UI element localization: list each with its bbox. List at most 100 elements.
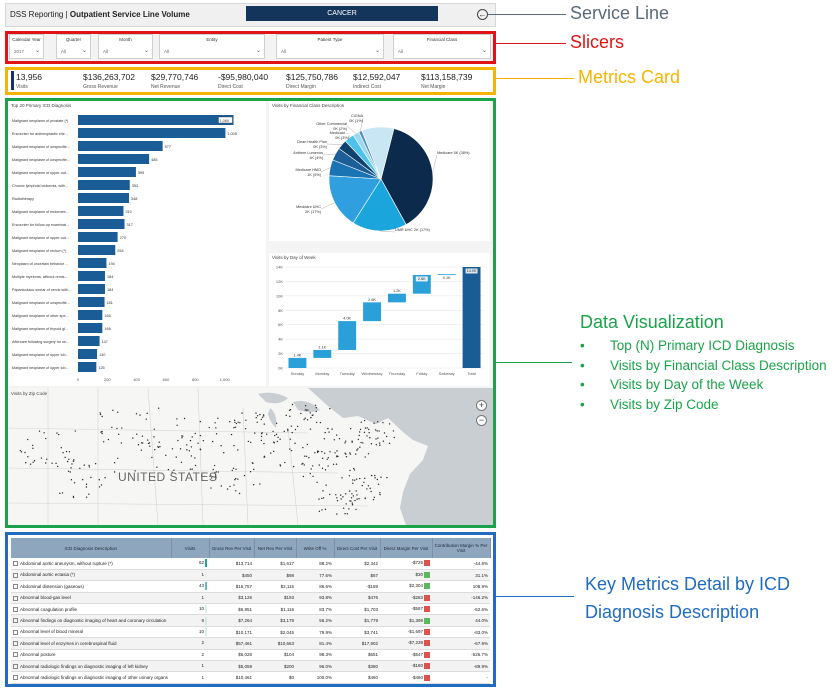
table-row[interactable]: Abdominal aortic ectasia (*) 1 $450 $98 77.6… <box>11 569 490 582</box>
slicer-patient-type[interactable]: Patient Type All ⌄ <box>276 34 384 59</box>
slicer-quarter[interactable]: Quarter All ⌄ <box>56 34 91 59</box>
icd-bar[interactable] <box>78 154 150 164</box>
expand-icon[interactable] <box>13 652 18 658</box>
zip-visit-dot <box>335 463 338 465</box>
icd-bar[interactable] <box>78 167 136 177</box>
service-line-selector[interactable]: CANCER <box>246 6 438 21</box>
zip-code-map[interactable]: Visits by Zip Code UNITED STATES + − <box>8 388 493 525</box>
col-header-write-off[interactable]: Write Off % <box>296 538 335 558</box>
col-header-visits[interactable]: Visits <box>171 538 210 558</box>
zip-visit-dot <box>217 417 219 420</box>
icd-category-label: Malignant neoplasm of other spe... <box>12 314 69 318</box>
zip-visit-dot <box>291 431 293 434</box>
icd-bar[interactable] <box>78 180 130 190</box>
icd-bar[interactable] <box>78 128 226 138</box>
zip-visit-dot <box>356 498 358 500</box>
col-header-gross-rev[interactable]: Gross Rev Per Visit <box>209 538 255 558</box>
table-row[interactable]: Abnormal posture 2 $6,028 $104 98.3% $651 -$54… <box>11 649 490 662</box>
zip-visit-dot <box>237 478 239 480</box>
dow-bar[interactable] <box>387 293 406 303</box>
zip-visit-dot <box>279 464 281 466</box>
pie-slice[interactable] <box>328 175 382 224</box>
dow-y-tick: 12K <box>276 279 283 284</box>
dow-bar[interactable] <box>437 274 456 276</box>
icd-bar[interactable] <box>78 115 234 125</box>
table-row[interactable]: Abnormal radiologic findings on diagnost… <box>11 660 490 673</box>
slicer-month[interactable]: Month All ⌄ <box>98 34 153 59</box>
pie-slice[interactable] <box>380 128 434 225</box>
col-header-icd[interactable]: ICD Diagnosis Description <box>11 538 172 558</box>
expand-icon[interactable] <box>13 561 18 567</box>
icd-bar[interactable] <box>78 349 98 359</box>
expand-icon[interactable] <box>13 629 18 635</box>
col-header-direct-margin[interactable]: Direct Margin Per Visit <box>380 538 433 558</box>
pie-slice[interactable] <box>352 178 407 232</box>
expand-icon[interactable] <box>13 675 18 681</box>
zip-visit-dot <box>321 509 323 511</box>
table-row[interactable]: Abdominal aortic aneurysm, without ruptu… <box>11 558 490 570</box>
metric-gross-revenue: $136,263,702 Gross Revenue <box>83 72 135 90</box>
table-cell: $2,304 <box>380 580 432 593</box>
icd-value-label: 184 <box>107 288 113 292</box>
col-header-direct-cost[interactable]: Direct Cost Per Visit <box>334 538 381 558</box>
zoom-in-icon[interactable]: + <box>476 400 487 411</box>
dow-bar[interactable] <box>363 302 382 322</box>
table-row[interactable]: Abnormal level of blood mineral 10 $10,171… <box>11 626 490 639</box>
table-row[interactable]: Abnormal radiologic findings on diagnost… <box>11 671 490 684</box>
zip-visit-dot <box>73 459 75 461</box>
expand-icon[interactable] <box>13 595 18 601</box>
metrics-card-leader <box>496 78 574 79</box>
dow-bar[interactable] <box>338 321 357 350</box>
dow-bar[interactable] <box>313 349 332 358</box>
icd-bar[interactable] <box>78 258 107 268</box>
table-row[interactable]: Abnormal findings on diagnostic imaging … <box>11 614 490 627</box>
expand-icon[interactable] <box>13 618 18 624</box>
table-row[interactable]: Abnormal blood-gas level 1 $3,126 $193 93.8%… <box>11 592 490 605</box>
icd-bar[interactable] <box>78 271 105 281</box>
slicer-financial-class[interactable]: Financial Class All ⌄ <box>393 34 491 59</box>
table-row[interactable]: Abdominal distension (gaseous) 43 $15,757 $… <box>11 580 490 593</box>
dow-bar[interactable] <box>288 357 307 368</box>
icd-bar[interactable] <box>78 141 163 151</box>
icd-bar[interactable] <box>78 284 105 294</box>
col-header-contribution-margin[interactable]: Contribution Margin % Per Visit <box>432 538 491 558</box>
zoom-out-icon[interactable]: − <box>476 415 487 426</box>
expand-icon[interactable] <box>13 572 18 578</box>
slicers-leader <box>496 43 566 44</box>
icd-bar[interactable] <box>78 310 103 320</box>
col-header-net-rev[interactable]: Net Rev Per Visit <box>254 538 297 558</box>
zip-visit-dot <box>325 484 327 486</box>
slicer-calendar-year[interactable]: Calendar Year 2017 ⌄ <box>9 34 44 59</box>
dow-y-tick: 10K <box>276 293 283 298</box>
zip-visit-dot <box>373 496 376 499</box>
icd-bar[interactable] <box>78 362 97 372</box>
zip-visit-dot <box>151 456 153 459</box>
metric-label: Gross Revenue <box>83 84 118 90</box>
zip-visit-dot <box>385 435 388 438</box>
zip-visit-dot <box>199 448 202 450</box>
slicer-entity[interactable]: Entity All ⌄ <box>159 34 265 59</box>
circle-arrow-icon[interactable]: ← <box>477 9 488 20</box>
icd-bar[interactable] <box>78 297 105 307</box>
table-row[interactable]: Abnormal coagulation profile 10 $6,851 $1,1… <box>11 603 490 616</box>
zip-visit-dot <box>324 431 326 434</box>
icd-bar[interactable] <box>78 323 103 333</box>
icd-bar[interactable] <box>78 193 130 203</box>
pie-slice[interactable] <box>361 126 395 180</box>
icd-bar[interactable] <box>78 232 118 242</box>
expand-icon[interactable] <box>13 663 18 669</box>
expand-icon[interactable] <box>13 606 18 612</box>
icd-bar[interactable] <box>78 206 124 216</box>
icd-bar[interactable] <box>78 245 116 255</box>
zip-visit-dot <box>355 490 357 492</box>
icd-bar[interactable] <box>78 336 100 346</box>
expand-icon[interactable] <box>13 584 18 590</box>
table-row[interactable]: Abnormal level of enzymes in cerebrospin… <box>11 637 490 650</box>
icd-bar[interactable] <box>78 219 125 229</box>
expand-icon[interactable] <box>13 641 18 647</box>
zip-visit-dot <box>328 431 330 433</box>
table-cell: -$283 <box>380 592 432 605</box>
icd-category-label: Malignant neoplasm of endometr... <box>12 210 69 214</box>
dow-total-bar[interactable] <box>462 267 481 368</box>
data-visualization-list: Top (N) Primary ICD Diagnosis Visits by … <box>580 338 827 416</box>
